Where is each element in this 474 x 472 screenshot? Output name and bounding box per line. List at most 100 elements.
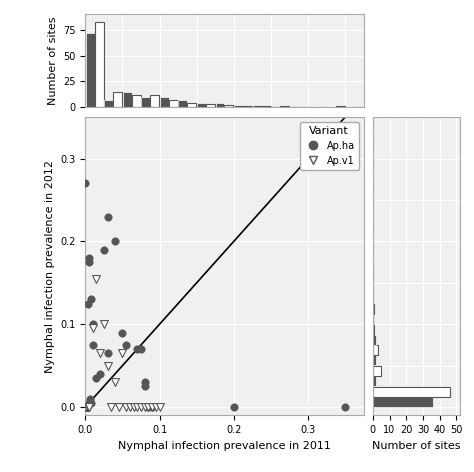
Point	[145, 403, 152, 411]
Point	[141, 379, 148, 386]
Point	[85, 254, 93, 262]
Legend: Ap.ha, Ap.v1: Ap.ha, Ap.v1	[300, 122, 359, 169]
Bar	[373, 325, 374, 335]
Bar	[336, 106, 345, 107]
Point	[85, 258, 93, 266]
Point	[83, 403, 91, 411]
Point	[82, 403, 89, 411]
Point	[134, 403, 141, 411]
Bar	[373, 387, 450, 397]
Bar	[197, 103, 206, 107]
Point	[100, 246, 108, 253]
Bar	[373, 106, 382, 107]
Point	[104, 362, 111, 370]
Point	[118, 329, 126, 336]
Bar	[216, 103, 225, 107]
Point	[92, 275, 100, 282]
Point	[156, 403, 164, 411]
Point	[108, 403, 115, 411]
Point	[92, 374, 100, 382]
Bar	[373, 397, 433, 407]
Point	[85, 403, 93, 411]
Bar	[290, 106, 299, 107]
Point	[104, 213, 111, 220]
Bar	[280, 106, 289, 107]
Point	[82, 403, 89, 411]
Bar	[364, 106, 373, 107]
Point	[137, 403, 145, 411]
Point	[341, 403, 349, 411]
Point	[145, 403, 152, 411]
Bar	[243, 106, 252, 107]
Bar	[95, 23, 103, 107]
Bar	[187, 103, 196, 107]
Point	[86, 395, 93, 403]
Point	[126, 403, 134, 411]
Point	[122, 403, 130, 411]
Point	[82, 403, 89, 411]
Point	[85, 399, 93, 407]
Bar	[373, 355, 376, 365]
Point	[88, 399, 95, 407]
Point	[230, 403, 237, 411]
Point	[115, 403, 122, 411]
Point	[96, 349, 104, 357]
Point	[122, 341, 130, 349]
Bar	[373, 335, 376, 345]
Bar	[373, 366, 381, 376]
Point	[130, 403, 137, 411]
Bar	[225, 105, 233, 107]
Bar	[113, 92, 122, 107]
Bar	[373, 293, 374, 303]
Point	[82, 403, 89, 411]
X-axis label: Number of sites: Number of sites	[372, 441, 461, 451]
Bar	[86, 33, 95, 107]
Point	[134, 346, 141, 353]
Bar	[179, 100, 187, 107]
Point	[141, 383, 148, 390]
Bar	[373, 346, 378, 355]
Bar	[104, 100, 113, 107]
Bar	[132, 95, 141, 107]
Point	[104, 349, 111, 357]
Point	[82, 403, 89, 411]
Point	[88, 295, 95, 303]
Point	[89, 341, 97, 349]
Point	[89, 325, 97, 332]
Bar	[262, 106, 271, 107]
Bar	[141, 97, 150, 107]
Point	[118, 349, 126, 357]
Point	[137, 346, 145, 353]
X-axis label: Nymphal infection prevalence in 2011: Nymphal infection prevalence in 2011	[118, 441, 331, 451]
Bar	[150, 95, 159, 107]
Y-axis label: Nymphal infection prevalence in 2012: Nymphal infection prevalence in 2012	[45, 160, 55, 373]
Point	[83, 403, 91, 411]
Point	[89, 320, 97, 328]
Point	[148, 403, 156, 411]
Point	[111, 237, 119, 245]
Point	[111, 379, 119, 386]
Point	[82, 403, 89, 411]
Point	[141, 403, 148, 411]
Point	[84, 403, 91, 411]
Bar	[373, 376, 376, 386]
Bar	[373, 314, 374, 324]
Point	[152, 403, 160, 411]
Bar	[253, 105, 262, 107]
Point	[85, 403, 93, 411]
Point	[83, 403, 91, 411]
Point	[100, 320, 108, 328]
Bar	[234, 105, 243, 107]
Bar	[206, 104, 215, 107]
Bar	[373, 272, 374, 282]
Bar	[271, 106, 280, 107]
Point	[96, 370, 104, 378]
Point	[84, 300, 91, 307]
Point	[82, 180, 89, 187]
Bar	[169, 100, 178, 107]
Bar	[160, 97, 169, 107]
Point	[148, 403, 156, 411]
Bar	[373, 304, 374, 314]
Point	[82, 403, 89, 411]
Bar	[123, 92, 132, 107]
